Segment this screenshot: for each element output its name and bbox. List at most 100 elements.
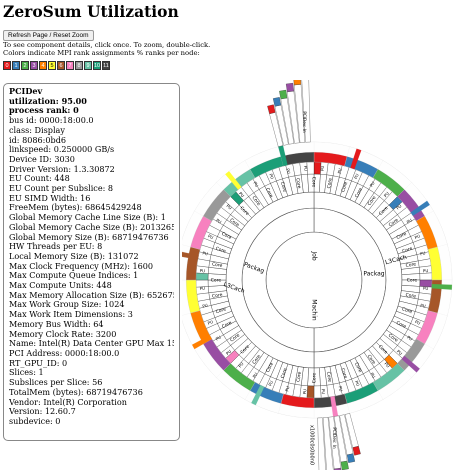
details-utilization: utilization: 95.00: [9, 96, 87, 106]
rank-marker[interactable]: [401, 355, 420, 373]
rank-marker[interactable]: [192, 335, 212, 350]
pu-label: PU: [285, 168, 291, 174]
details-line: Global Memory Cache Line Size (B): 1: [9, 213, 166, 223]
details-line: Max Memory Allocation Size (B): 65267564…: [9, 290, 174, 300]
details-line: Device ID: 3030: [9, 154, 75, 164]
pu-label: PU: [414, 319, 421, 326]
core-label: Core: [294, 178, 302, 189]
gpu-rank-tag[interactable]: [293, 80, 302, 86]
gpu-rank-tag[interactable]: [279, 89, 288, 100]
reset-zoom-button[interactable]: Refresh Page / Reset Zoom: [3, 30, 94, 41]
core-label: Core: [378, 205, 390, 217]
rank-marker[interactable]: [225, 171, 242, 190]
details-line: linkspeed: 0.250000 GB/s: [9, 145, 115, 155]
gpu-device-segment[interactable]: [322, 417, 334, 470]
core-label: Core: [212, 261, 223, 269]
pu-label: PU: [268, 173, 275, 180]
pu-label: PU: [395, 203, 402, 210]
pu-label: PU: [207, 319, 214, 326]
rank-band-overlay: [182, 142, 452, 418]
gpu-label: PCIDev: In: [332, 427, 337, 449]
pu-segment[interactable]: [306, 385, 315, 399]
details-line: Global Memory Cache Size (B): 201326592: [9, 222, 174, 232]
gpu-rank-tag[interactable]: [340, 460, 349, 470]
gpu-device-segment[interactable]: [317, 417, 327, 470]
pu-label: PU: [369, 372, 376, 379]
legend-chip-rank-11: 11: [102, 61, 110, 70]
details-line: Name: Intel(R) Data Center GPU Max 1550: [9, 339, 174, 349]
core-label: Core: [220, 231, 232, 241]
core-label: Core: [311, 177, 317, 188]
pu-segment[interactable]: [195, 272, 209, 281]
details-line: PCI Address: 0000:18:00.0: [9, 348, 120, 358]
gpu-rank-tag[interactable]: [352, 445, 361, 456]
pu-label: PU: [238, 191, 245, 198]
rank-marker[interactable]: [350, 148, 362, 170]
details-line: Subslices per Slice: 56: [9, 378, 103, 388]
legend-chip-rank-4: 4: [39, 61, 47, 70]
legend-chip-rank-10: 10: [93, 61, 101, 70]
core-label: Core: [251, 195, 262, 207]
rank-marker[interactable]: [431, 284, 453, 290]
core-label: Core: [367, 195, 378, 207]
core-label: Core: [377, 344, 389, 356]
rank-marker[interactable]: [251, 385, 265, 406]
pu-label: PU: [207, 233, 214, 240]
details-line: Driver Version: 1.3.30872: [9, 164, 115, 174]
core-label: Core: [396, 231, 408, 241]
details-line: Slices: 1: [9, 368, 44, 378]
core-label: Core: [407, 278, 418, 284]
details-line: Max Clock Frequency (MHz): 1600: [9, 261, 154, 271]
rank-color-legend: 0 1 2 3 4 5 6 7 8 9 10 11: [3, 61, 110, 70]
gpu-rank-tag[interactable]: [267, 104, 276, 115]
pu-label: PU: [420, 250, 426, 256]
core-label: Core: [354, 187, 364, 199]
rank-marker[interactable]: [410, 200, 430, 216]
core-label: Core: [215, 246, 227, 255]
core-label: Core: [295, 371, 303, 382]
details-line: HW Threads per EU: 8: [9, 242, 103, 252]
core-label: Core: [228, 217, 240, 228]
gpu-device-segment[interactable]: [301, 80, 311, 143]
pu-label: PU: [423, 286, 429, 291]
gpu-label: PCIDev: In: [302, 111, 307, 133]
pu-label: PU: [321, 389, 326, 395]
core-label: Core: [229, 332, 241, 343]
details-line: Max Work Item Dimensions: 3: [9, 310, 133, 320]
core-label: Core: [401, 306, 413, 315]
core-label: Core: [401, 246, 413, 255]
legend-chip-rank-0: 0: [3, 61, 11, 70]
core-label: Core: [387, 333, 399, 344]
rank-marker[interactable]: [182, 251, 199, 260]
core-label: Core: [251, 353, 262, 365]
pu-label: PU: [252, 372, 259, 379]
legend-chip-rank-8: 8: [75, 61, 83, 70]
hostname-label: x1000c0s0b0n0: [309, 425, 315, 465]
gpu-rank-tag[interactable]: [346, 453, 356, 463]
details-line: Vendor: Intel(R) Corporation: [9, 397, 127, 407]
pu-label: PU: [202, 250, 208, 256]
machine-label: Machin: [311, 299, 318, 321]
color-legend-caption: Colors indicate MPI rank assignments % r…: [3, 49, 200, 57]
pu-label: PU: [354, 380, 361, 387]
pu-label: PU: [226, 203, 233, 210]
details-line: Memory Clock Rate: 3200: [9, 329, 117, 339]
pu-segment[interactable]: [419, 272, 433, 281]
details-line: RT_GPU_ID: 0: [9, 358, 68, 368]
details-line: subdevice: 0: [9, 416, 61, 426]
legend-chip-rank-5: 5: [48, 61, 56, 70]
gpu-rank-tag[interactable]: [272, 97, 282, 107]
details-line: Version: 12.60.7: [9, 407, 76, 417]
pu-label: PU: [215, 218, 222, 225]
pu-label: PU: [215, 335, 222, 342]
core-label: Core: [239, 205, 251, 217]
pu-label: PU: [225, 349, 232, 356]
pu-label: PU: [320, 165, 325, 171]
pu-segment[interactable]: [313, 385, 322, 399]
pu-label: PU: [200, 268, 206, 273]
core-label: Core: [239, 344, 251, 356]
core-label: Core: [395, 320, 407, 330]
gpu-rank-tag[interactable]: [285, 82, 294, 93]
details-line: class: Display: [9, 125, 65, 135]
